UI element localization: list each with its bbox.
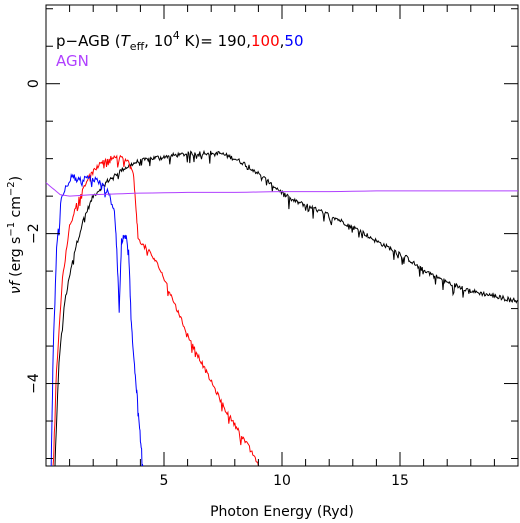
ticks-layer: 5 10 15 0 −2 −4 xyxy=(26,5,518,489)
x-tick-label: 10 xyxy=(273,473,291,489)
legend-t-sub: eff xyxy=(130,40,145,53)
y-title-exp1: −1 xyxy=(6,222,17,237)
y-title-units: (erg s xyxy=(8,237,24,282)
y-tick-label: −4 xyxy=(26,373,42,394)
legend-sep-1: , xyxy=(246,32,251,50)
x-tick-label: 5 xyxy=(160,473,169,489)
y-title-f: f xyxy=(8,279,24,286)
y-title-exp2: −2 xyxy=(6,181,17,196)
legend-prefix: p−AGB ( xyxy=(56,32,121,50)
legend-value-red: 100 xyxy=(251,32,280,50)
series-line-2 xyxy=(50,172,144,467)
x-axis-title: Photon Energy (Ryd) xyxy=(210,504,354,520)
x-tick-label: 15 xyxy=(391,473,409,489)
y-title-nu: ν xyxy=(8,286,24,294)
y-title-cm: cm xyxy=(8,196,24,222)
legend-value-blue: 50 xyxy=(284,32,303,50)
legend-exp: 4 xyxy=(173,29,180,42)
legend-sep-2: , xyxy=(280,32,285,50)
y-tick-label: 0 xyxy=(26,79,42,88)
series-line-3 xyxy=(45,182,518,197)
legend-value-black: 190 xyxy=(218,32,247,50)
legend-unit: K)= xyxy=(180,32,218,50)
plot-frame xyxy=(45,4,519,467)
y-title-close: ) xyxy=(8,176,24,181)
series-layer xyxy=(45,149,519,467)
series-line-1 xyxy=(52,154,259,467)
series-line-0 xyxy=(54,149,519,467)
legend-line-1: p−AGB (Teff, 104 K)= 190,100,50 xyxy=(56,29,304,53)
y-axis-title: νf (erg s−1 cm−2) xyxy=(6,176,24,294)
y-tick-label: −2 xyxy=(26,223,42,244)
legend-line-2: AGN xyxy=(56,52,89,70)
legend-mid: , 10 xyxy=(144,32,173,50)
legend-t: T xyxy=(121,32,132,50)
